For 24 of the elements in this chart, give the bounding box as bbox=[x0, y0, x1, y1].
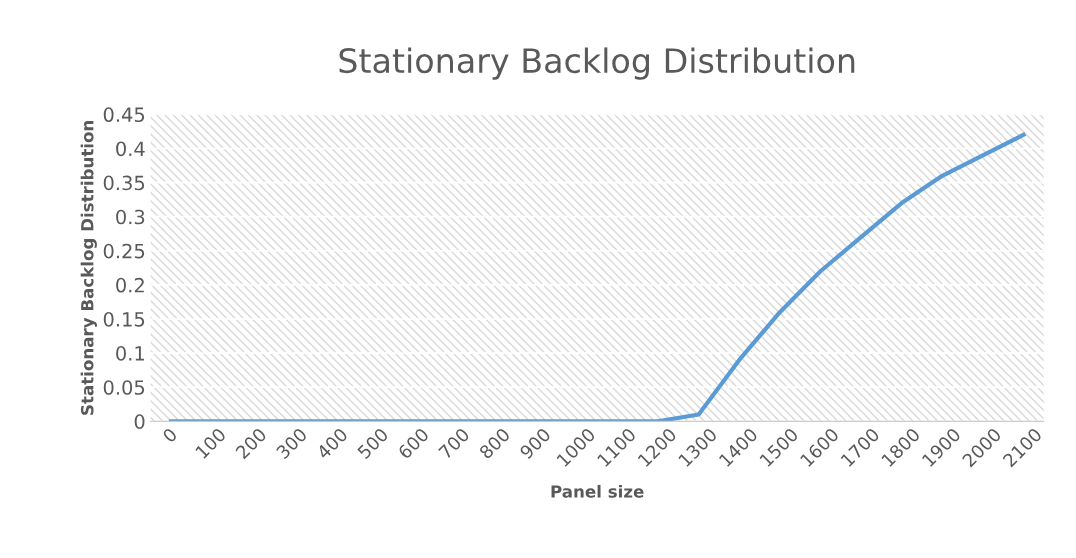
y-tick-label: 0.15 bbox=[103, 311, 145, 327]
y-tick-label: 0.45 bbox=[103, 107, 145, 123]
x-tick-label: 800 bbox=[478, 427, 511, 460]
x-tick-label: 900 bbox=[518, 427, 552, 460]
y-axis-title: Stationary Backlog Distribution bbox=[80, 120, 97, 415]
y-tick-label: 0.35 bbox=[103, 175, 145, 191]
x-tick-label: 300 bbox=[275, 427, 308, 460]
y-tick-label: 0.1 bbox=[116, 346, 144, 361]
x-tick-label: 100 bbox=[194, 427, 227, 459]
y-tick-label: 0.2 bbox=[116, 277, 144, 293]
x-tick-label: 700 bbox=[438, 427, 471, 460]
y-tick-label: 0.25 bbox=[103, 243, 145, 259]
y-tick-label: 0.4 bbox=[116, 141, 145, 157]
chart-title: Stationary Backlog Distribution bbox=[339, 47, 855, 80]
line-series bbox=[168, 132, 1026, 422]
y-tick-label: 0.3 bbox=[116, 209, 145, 225]
y-tick-label: 0 bbox=[134, 414, 145, 429]
x-axis-title: Panel size bbox=[551, 484, 644, 498]
x-tick-label: 0 bbox=[161, 427, 178, 444]
y-tick-label: 0.05 bbox=[103, 380, 145, 395]
x-tick-label: 400 bbox=[315, 427, 349, 460]
x-tick-label: 500 bbox=[356, 427, 389, 460]
x-tick-label: 200 bbox=[234, 427, 268, 460]
x-tick-label: 600 bbox=[397, 427, 430, 460]
